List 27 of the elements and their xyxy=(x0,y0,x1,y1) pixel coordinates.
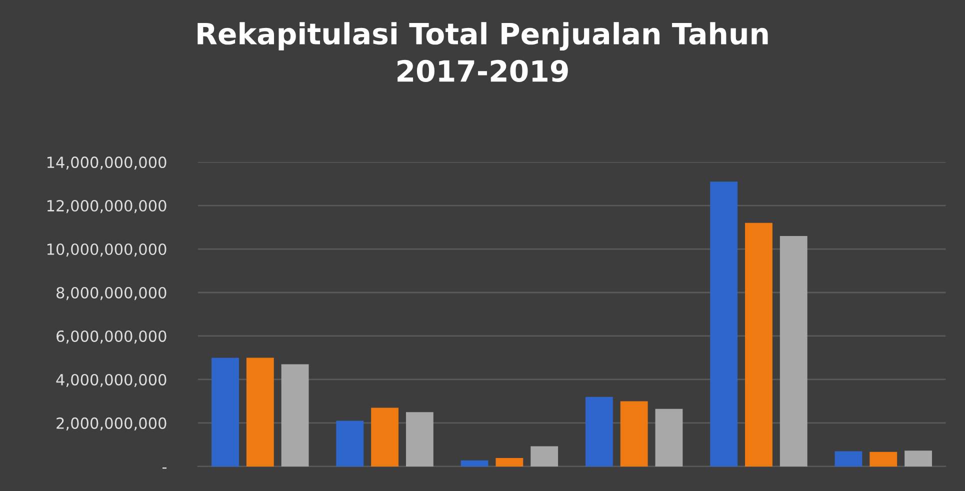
y-tick-label: 8,000,000,000 xyxy=(56,286,166,300)
bar xyxy=(620,401,648,466)
y-tick-label: 10,000,000,000 xyxy=(47,243,166,257)
bar xyxy=(281,364,309,466)
bar xyxy=(496,458,524,466)
bar xyxy=(655,408,683,466)
chart-title: Rekapitulasi Total Penjualan Tahun 2017-2019 xyxy=(198,22,768,82)
bar xyxy=(585,396,613,466)
bar xyxy=(834,451,862,466)
bar xyxy=(745,222,772,466)
bar xyxy=(530,446,558,466)
bar xyxy=(336,420,364,466)
bar xyxy=(710,182,738,466)
y-tick-label: - xyxy=(162,467,167,469)
bar xyxy=(460,460,488,466)
y-tick-label: 12,000,000,000 xyxy=(47,200,166,214)
bar xyxy=(246,358,274,466)
bar xyxy=(780,236,808,466)
bar xyxy=(904,450,932,466)
bar xyxy=(212,358,239,466)
bar xyxy=(371,408,399,466)
y-tick-label: 6,000,000,000 xyxy=(56,330,166,344)
y-tick-label: 2,000,000,000 xyxy=(56,417,166,431)
y-tick-label: 4,000,000,000 xyxy=(56,374,166,388)
bar xyxy=(870,452,898,466)
y-tick-label: 14,000,000,000 xyxy=(47,156,166,170)
bar xyxy=(406,412,434,466)
